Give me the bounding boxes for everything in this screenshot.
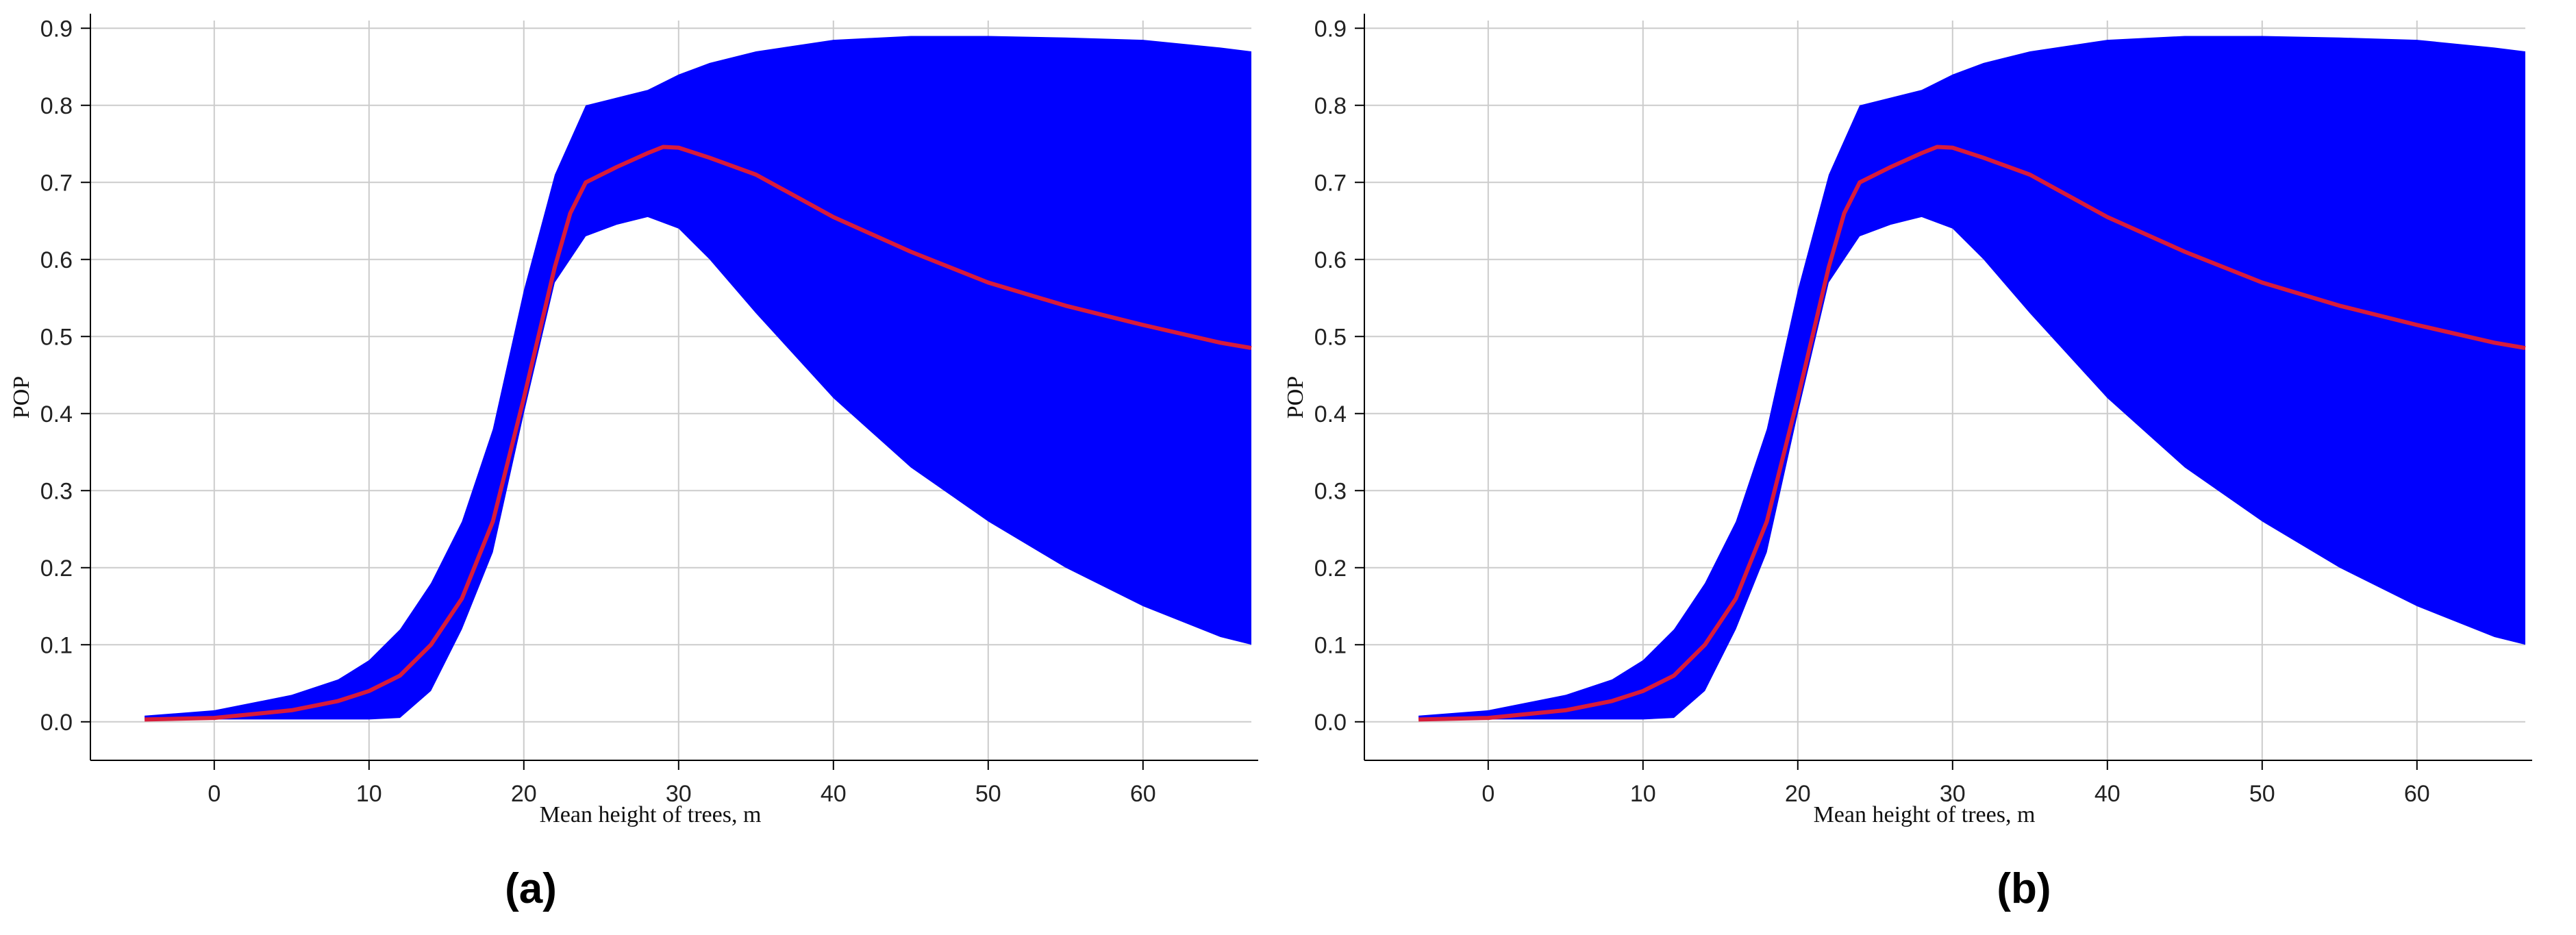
mean-line (145, 145, 1252, 722)
x-tick-label: 30 (666, 781, 692, 807)
x-tick-label: 20 (511, 781, 537, 807)
x-tick-label: 10 (1630, 781, 1656, 807)
x-tick-label: 10 (356, 781, 382, 807)
y-tick-label: 0.9 (40, 16, 73, 42)
y-tick-label: 0.2 (1314, 556, 1347, 582)
panel-caption: (b) (1997, 865, 2051, 912)
y-tick-label: 0.6 (1314, 247, 1347, 273)
y-tick-label: 0.0 (40, 710, 73, 736)
y-tick-label: 0.8 (40, 93, 73, 119)
x-tick-label: 40 (821, 781, 847, 807)
panel-caption: (a) (505, 865, 557, 912)
x-axis-label: Mean height of trees, m (540, 802, 762, 827)
confidence-band (1418, 36, 2525, 720)
y-tick-label: 0.1 (40, 632, 73, 658)
x-tick-label: 60 (1130, 781, 1156, 807)
x-tick-label: 0 (208, 781, 221, 807)
y-tick-label: 0.5 (1314, 324, 1347, 350)
chart-svg-a: 0 10 20 30 40 50 60 0.0 0.1 0.2 0.3 0.4 0.5 0.6 0.7 0.8… (9, 14, 1258, 912)
x-tick-label: 50 (2249, 781, 2275, 807)
chart-svg-b: 0 10 20 30 40 50 60 0.0 0.1 0.2 0.3 0.4 0.5 0.6 0.7 0.8… (1288, 14, 2532, 912)
confidence-band (145, 36, 1252, 720)
x-tick-label: 0 (1481, 781, 1495, 807)
y-tick-label: 0.6 (40, 247, 73, 273)
mean-line (1418, 145, 2526, 722)
x-tick-label: 30 (1940, 781, 1966, 807)
y-tick-label: 0.1 (1314, 632, 1347, 658)
x-tick-label: 20 (1785, 781, 1811, 807)
y-tick-label: 0.4 (40, 401, 73, 427)
y-tick-label: 0.0 (1314, 710, 1347, 736)
y-tick-label: 0.3 (1314, 478, 1347, 504)
y-tick-label: 0.7 (40, 170, 73, 196)
y-tick-label: 0.7 (1314, 170, 1347, 196)
x-tick-label: 40 (2094, 781, 2121, 807)
y-tick-label: 0.2 (40, 556, 73, 582)
y-tick-label: 0.9 (1314, 16, 1347, 42)
y-axis-label: POP (1288, 376, 1308, 419)
chart-panel-b: 0 10 20 30 40 50 60 0.0 0.1 0.2 0.3 0.4 0.5 0.6 0.7 0.8… (1288, 0, 2575, 935)
x-tick-label: 50 (975, 781, 1001, 807)
x-axis-label: Mean height of trees, m (1814, 802, 2036, 827)
y-tick-label: 0.3 (40, 478, 73, 504)
y-tick-label: 0.5 (40, 324, 73, 350)
y-tick-label: 0.4 (1314, 401, 1347, 427)
y-tick-label: 0.8 (1314, 93, 1347, 119)
x-tick-label: 60 (2404, 781, 2430, 807)
y-axis-label: POP (9, 376, 34, 419)
chart-panel-a: 0 10 20 30 40 50 60 0.0 0.1 0.2 0.3 0.4 0.5 0.6 0.7 0.8… (9, 14, 1258, 912)
